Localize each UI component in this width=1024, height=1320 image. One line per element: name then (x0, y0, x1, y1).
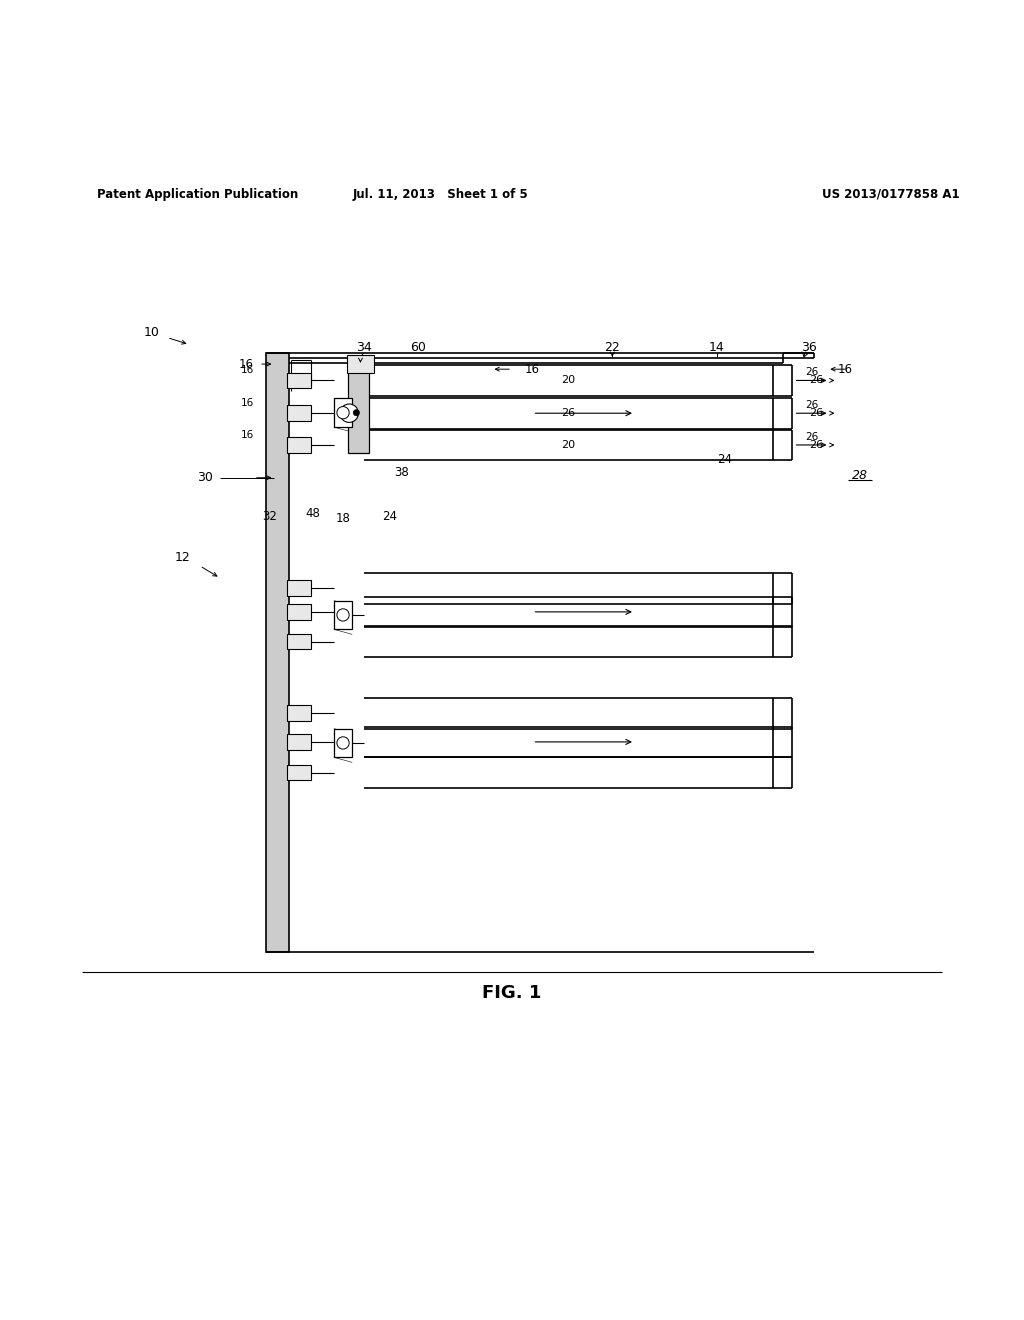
Bar (287, 634, 311, 649)
Text: 10: 10 (143, 326, 160, 339)
Bar (334, 601, 352, 630)
Text: 30: 30 (197, 471, 213, 484)
Circle shape (337, 737, 349, 748)
Bar (287, 764, 311, 780)
Text: 26: 26 (806, 432, 818, 442)
Bar (287, 405, 311, 421)
Text: 28: 28 (852, 469, 868, 482)
Bar (334, 729, 352, 758)
Text: 16: 16 (525, 363, 540, 376)
Text: 26: 26 (809, 375, 823, 385)
Text: 26: 26 (806, 367, 818, 378)
Circle shape (337, 609, 349, 622)
Text: 36: 36 (801, 341, 817, 354)
Text: 14: 14 (709, 341, 725, 354)
Text: 20: 20 (561, 440, 575, 450)
Text: Jul. 11, 2013   Sheet 1 of 5: Jul. 11, 2013 Sheet 1 of 5 (352, 187, 528, 201)
Text: 16: 16 (239, 358, 254, 371)
Text: 16: 16 (241, 399, 254, 408)
Bar (287, 705, 311, 721)
Bar (287, 581, 311, 597)
Text: 60: 60 (410, 341, 426, 354)
Bar (334, 399, 352, 428)
Text: 26: 26 (806, 400, 818, 411)
Bar (287, 437, 311, 453)
Text: 34: 34 (355, 341, 372, 354)
Text: 16: 16 (838, 363, 853, 376)
Text: 26: 26 (809, 408, 823, 418)
Text: 16: 16 (241, 430, 254, 440)
Circle shape (337, 407, 349, 418)
Text: 32: 32 (262, 510, 276, 523)
Text: 22: 22 (604, 341, 621, 354)
Text: 12: 12 (174, 552, 190, 564)
Bar (287, 734, 311, 750)
Text: 24: 24 (717, 453, 732, 466)
Circle shape (353, 409, 359, 416)
Text: 48: 48 (305, 507, 319, 520)
Text: 38: 38 (394, 466, 409, 479)
Text: Patent Application Publication: Patent Application Publication (97, 187, 299, 201)
Text: FIG. 1: FIG. 1 (482, 983, 542, 1002)
Text: 24: 24 (382, 510, 397, 523)
Bar (287, 605, 311, 619)
Circle shape (340, 404, 358, 422)
Text: 26: 26 (809, 440, 823, 450)
Text: 20: 20 (561, 375, 575, 385)
Bar (348, 363, 369, 453)
Bar (347, 355, 374, 372)
Text: US 2013/0177858 A1: US 2013/0177858 A1 (822, 187, 959, 201)
Bar (287, 372, 311, 388)
Text: 26: 26 (561, 408, 575, 418)
Text: 16: 16 (241, 366, 254, 375)
Text: 18: 18 (336, 512, 350, 525)
Bar (266, 352, 289, 952)
